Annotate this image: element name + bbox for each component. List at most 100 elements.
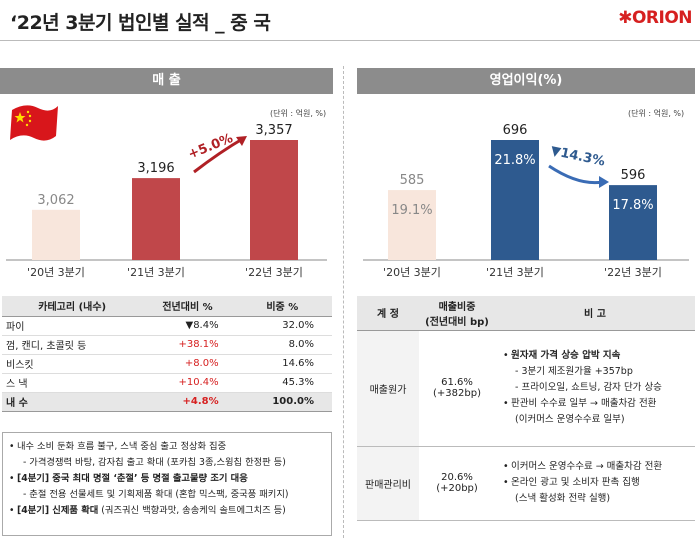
logo-text: ORION bbox=[631, 8, 693, 28]
table-row: 껌, 캔디, 초콜릿 등 +38.1% 8.0% bbox=[2, 335, 332, 355]
table-row: 스 낵 +10.4% 45.3% bbox=[2, 373, 332, 393]
bar-value-label: 596 bbox=[621, 168, 646, 183]
operating-unit: (단위 : 억원, %) bbox=[628, 109, 685, 118]
row-category: 스 낵 bbox=[2, 373, 143, 393]
note-bold: [4분기] 중국 최대 명절 ‘춘절’ 등 명절 출고물량 조기 대응 bbox=[17, 473, 248, 484]
decline-label: ▼14.3% bbox=[549, 144, 606, 170]
sales-unit: (단위 : 억원, %) bbox=[270, 109, 327, 118]
row-ratio: 61.6% (+382bp) bbox=[419, 330, 495, 447]
margin-label: 19.1% bbox=[391, 203, 432, 218]
row-category: 비스킷 bbox=[2, 354, 143, 374]
table-header-row: 카테고리 (내수) 전년대비 % 비중 % bbox=[2, 296, 332, 317]
china-flag-icon bbox=[10, 105, 58, 141]
page-title: ‘22년 3분기 법인별 실적 _ 중 국 bbox=[10, 12, 271, 34]
row-share: 32.0% bbox=[232, 316, 332, 336]
title-underline bbox=[0, 40, 700, 41]
sales-header: 매 출 bbox=[0, 68, 333, 94]
total-yoy: +4.8% bbox=[142, 392, 233, 412]
note-text: (궈즈궈신 백향과맛, 송송케익 솔트에그치즈 등) bbox=[98, 505, 286, 516]
growth-label: +5.0% bbox=[186, 131, 235, 162]
ratio-value: 61.6% bbox=[441, 377, 473, 388]
bar-1 bbox=[388, 190, 436, 260]
cost-table: 계 정 매출비중 (전년대비 bp) 비 고 매출원가 61.6% (+382b… bbox=[357, 296, 695, 521]
remark-line: (이커머스 운영수수료 일부) bbox=[515, 414, 625, 425]
row-yoy: ▼8.4% bbox=[142, 316, 233, 336]
ratio-change: (+382bp) bbox=[433, 388, 481, 399]
category-label: '21년 3분기 bbox=[486, 266, 544, 279]
header-yoy: 전년대비 % bbox=[142, 296, 233, 317]
bar-value-label: 585 bbox=[400, 173, 425, 188]
header-category: 카테고리 (내수) bbox=[2, 296, 143, 317]
category-label: '20년 3분기 bbox=[27, 266, 85, 279]
sales-category-table: 카테고리 (내수) 전년대비 % 비중 % 파이 ▼8.4% 32.0% 껌, … bbox=[2, 296, 332, 412]
row-ratio: 20.6% (+20bp) bbox=[419, 446, 495, 521]
table-row: 파이 ▼8.4% 32.0% bbox=[2, 316, 332, 336]
ratio-change: (+20bp) bbox=[436, 483, 478, 494]
bar-2 bbox=[132, 178, 180, 260]
remark-line: - 프라이오일, 쇼트닝, 감자 단가 상승 bbox=[515, 382, 662, 393]
total-category: 내 수 bbox=[2, 392, 143, 412]
remark-line: 온라인 광고 및 소비자 판촉 집행 bbox=[503, 475, 695, 491]
remark-line: 원자재 가격 상승 압박 지속 bbox=[503, 348, 695, 364]
row-share: 14.6% bbox=[232, 354, 332, 374]
note-line: 내수 소비 둔화 흐름 불구, 스낵 중심 출고 정상화 집중 bbox=[9, 439, 325, 455]
remark-line: 이커머스 운영수수료 → 매출차감 전환 bbox=[503, 459, 695, 475]
ratio-value: 20.6% bbox=[441, 472, 473, 483]
category-label: '21년 3분기 bbox=[127, 266, 185, 279]
category-label: '20년 3분기 bbox=[383, 266, 441, 279]
row-account: 판매관리비 bbox=[357, 446, 419, 521]
note-line: - 가격경쟁력 바탕, 감자칩 출고 확대 (포카칩 3종,스윙칩 한정판 등) bbox=[23, 457, 286, 468]
bar-value-label: 3,196 bbox=[137, 161, 174, 176]
bar-value-label: 3,062 bbox=[37, 193, 74, 208]
header-remark: 비 고 bbox=[495, 296, 695, 331]
header-share: 비중 % bbox=[232, 296, 332, 317]
table-row: 비스킷 +8.0% 14.6% bbox=[2, 354, 332, 374]
orion-logo: ✱ORION bbox=[618, 8, 692, 28]
table-header-row: 계 정 매출비중 (전년대비 bp) 비 고 bbox=[357, 296, 695, 331]
bar-3 bbox=[250, 140, 298, 260]
row-yoy: +8.0% bbox=[142, 354, 233, 374]
remark-bold: 원자재 가격 상승 압박 지속 bbox=[511, 350, 621, 361]
row-category: 껌, 캔디, 초콜릿 등 bbox=[2, 335, 143, 355]
table-row: 판매관리비 20.6% (+20bp) 이커머스 운영수수료 → 매출차감 전환… bbox=[357, 446, 695, 521]
note-bold: [4분기] 신제품 확대 bbox=[17, 505, 99, 516]
category-label: '22년 3분기 bbox=[245, 266, 303, 279]
total-share: 100.0% bbox=[232, 392, 332, 412]
table-row: 매출원가 61.6% (+382bp) 원자재 가격 상승 압박 지속 - 3분… bbox=[357, 330, 695, 447]
note-line: [4분기] 중국 최대 명절 ‘춘절’ 등 명절 출고물량 조기 대응 bbox=[9, 471, 325, 487]
operating-profit-chart: 585 '20년 3분기 19.1% 696 '21년 3분기 21.8% 596 '22년 … bbox=[363, 123, 689, 279]
row-account: 매출원가 bbox=[357, 330, 419, 447]
logo-star-icon: ✱ bbox=[618, 8, 632, 28]
sales-notes: 내수 소비 둔화 흐름 불구, 스낵 중심 출고 정상화 집중 - 가격경쟁력 … bbox=[2, 432, 332, 536]
decline-arrow bbox=[548, 164, 604, 185]
row-yoy: +38.1% bbox=[142, 335, 233, 355]
row-remark: 원자재 가격 상승 압박 지속 - 3분기 제조원가율 +357bp - 프라이… bbox=[495, 330, 695, 447]
row-remark: 이커머스 운영수수료 → 매출차감 전환 온라인 광고 및 소비자 판촉 집행 … bbox=[495, 446, 695, 521]
growth-arrowhead bbox=[236, 136, 247, 146]
remark-line: 판관비 수수료 일부 → 매출차감 전환 bbox=[503, 396, 695, 412]
bar-1 bbox=[32, 209, 80, 260]
sales-chart: 3,062 '20년 3분기 3,196 '21년 3분기 3,357 '22년 3분기 +… bbox=[6, 123, 327, 279]
remark-line: (스낵 활성화 전략 실행) bbox=[515, 493, 611, 504]
row-share: 8.0% bbox=[232, 335, 332, 355]
row-share: 45.3% bbox=[232, 373, 332, 393]
decline-arrowhead bbox=[599, 176, 609, 188]
operating-profit-header: 영업이익(%) bbox=[357, 68, 695, 94]
row-yoy: +10.4% bbox=[142, 373, 233, 393]
header-account: 계 정 bbox=[357, 296, 419, 331]
margin-label: 17.8% bbox=[612, 198, 653, 213]
category-label: '22년 3분기 bbox=[604, 266, 662, 279]
header-ratio-text: 매출비중 (전년대비 bp) bbox=[425, 301, 489, 328]
remark-line: - 3분기 제조원가율 +357bp bbox=[515, 366, 633, 377]
header-ratio: 매출비중 (전년대비 bp) bbox=[419, 296, 495, 331]
bar-value-label: 696 bbox=[503, 123, 528, 138]
margin-label: 21.8% bbox=[494, 153, 535, 168]
note-line: [4분기] 신제품 확대 (궈즈궈신 백향과맛, 송송케익 솔트에그치즈 등) bbox=[9, 503, 325, 519]
bar-2 bbox=[491, 140, 539, 260]
table-total-row: 내 수 +4.8% 100.0% bbox=[2, 392, 332, 412]
section-divider bbox=[343, 66, 344, 538]
note-line: - 춘절 전용 선물세트 및 기획제품 확대 (혼합 믹스팩, 중국풍 패키지) bbox=[23, 489, 289, 500]
bar-3 bbox=[609, 185, 657, 260]
bar-value-label: 3,357 bbox=[255, 123, 292, 138]
row-category: 파이 bbox=[2, 316, 143, 336]
